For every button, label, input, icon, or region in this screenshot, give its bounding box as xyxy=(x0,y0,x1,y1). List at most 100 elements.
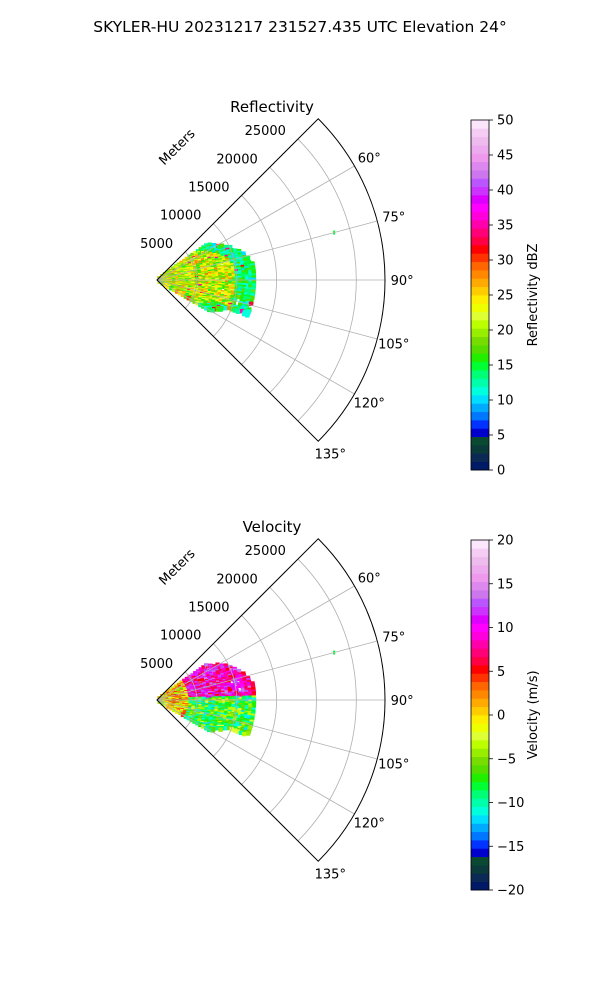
velocity-echo-cell xyxy=(211,704,216,710)
velocity-echo-cell xyxy=(218,692,223,697)
reflectivity-echo-cell xyxy=(213,290,218,295)
velocity-range-tick-label: 10000 xyxy=(160,629,201,644)
velocity-echo-cell xyxy=(236,668,242,674)
reflectivity-echo-cell xyxy=(219,259,224,264)
reflectivity-range-tick-label: 5000 xyxy=(140,237,173,252)
velocity-colorbar: −20 −15 −10 −5 0 5 10 15 20 Velocity (m/s) xyxy=(470,534,541,899)
velocity-colorbar-swatch xyxy=(471,856,489,866)
reflectivity-echo-cell xyxy=(248,271,253,276)
velocity-echo-cell xyxy=(221,699,226,704)
reflectivity-echo-cell xyxy=(228,255,233,260)
reflectivity-echo-cell xyxy=(244,283,250,288)
velocity-colorbar-swatch xyxy=(471,790,489,799)
reflectivity-range-ticks: 5000 10000 15000 20000 25000 xyxy=(140,124,286,252)
reflectivity-echo-cell xyxy=(215,250,221,255)
reflectivity-echo-cell xyxy=(221,270,226,275)
velocity-azimuth-ticks: 60° 75° 90° 105° 120° 135° xyxy=(315,571,414,882)
reflectivity-colorbar-swatch xyxy=(471,303,489,313)
reflectivity-azimuth-ticks: 60° 75° 90° 105° 120° 135° xyxy=(315,151,414,462)
velocity-colorbar-swatch xyxy=(471,631,489,641)
reflectivity-azimuth-tick-label: 120° xyxy=(354,397,385,412)
velocity-colorbar-swatch xyxy=(471,806,489,816)
velocity-echo-cell xyxy=(211,691,216,697)
reflectivity-colorbar-swatch xyxy=(471,128,489,138)
reflectivity-colorbar-swatch xyxy=(471,403,489,413)
velocity-colorbar-swatch xyxy=(471,723,489,733)
velocity-echo-cell xyxy=(210,667,215,672)
velocity-panel: Velocity 5000 10000 15000 20000 25000 60° 75°… xyxy=(140,518,541,899)
velocity-echo-cell xyxy=(243,714,248,719)
velocity-echo-cell xyxy=(230,713,235,718)
velocity-colorbar-swatch xyxy=(471,740,489,749)
reflectivity-echo-cell xyxy=(240,292,245,297)
velocity-colorbar-tick-label: 10 xyxy=(497,621,514,636)
velocity-colorbar-swatch xyxy=(471,681,489,691)
reflectivity-colorbar-swatch xyxy=(471,395,489,404)
reflectivity-echo-cell xyxy=(227,285,233,290)
reflectivity-echo-cell xyxy=(238,254,243,259)
reflectivity-echo-cell xyxy=(214,287,219,292)
velocity-colorbar-swatch xyxy=(471,623,489,633)
reflectivity-colorbar-tick-label: 15 xyxy=(497,359,514,374)
reflectivity-colorbar-swatch xyxy=(471,411,489,421)
reflectivity-colorbar-label: Reflectivity dBZ xyxy=(526,244,541,347)
velocity-colorbar-swatch xyxy=(471,756,489,766)
velocity-echo-cell xyxy=(235,676,240,682)
reflectivity-colorbar-swatch xyxy=(471,161,489,171)
velocity-colorbar-swatch xyxy=(471,815,489,824)
reflectivity-echo-cell xyxy=(213,292,218,297)
reflectivity-echo-cell xyxy=(238,279,243,284)
reflectivity-echo-cell xyxy=(213,245,218,250)
velocity-echo-cell xyxy=(232,728,237,733)
reflectivity-grid xyxy=(156,118,385,442)
reflectivity-echo-cell xyxy=(221,279,226,284)
reflectivity-range-tick-label: 25000 xyxy=(245,124,286,139)
reflectivity-echo-cell xyxy=(248,301,254,306)
reflectivity-echo-cell xyxy=(217,246,222,251)
reflectivity-range-tick-label: 20000 xyxy=(216,152,257,167)
reflectivity-azimuth-spoke xyxy=(156,279,355,395)
velocity-colorbar-swatch xyxy=(471,698,489,708)
velocity-colorbar-swatch xyxy=(471,665,489,674)
reflectivity-echo-cell xyxy=(226,292,232,298)
velocity-echo-cell xyxy=(234,685,239,691)
velocity-colorbar-swatch xyxy=(471,748,489,758)
velocity-echo-cell xyxy=(234,705,239,711)
velocity-azimuth-spoke xyxy=(156,699,355,815)
velocity-colorbar-swatch xyxy=(471,606,489,616)
reflectivity-colorbar-swatch xyxy=(471,220,489,229)
velocity-azimuth-spoke xyxy=(156,640,378,701)
velocity-range-tick-label: 20000 xyxy=(216,572,257,587)
velocity-azimuth-tick-label: 105° xyxy=(378,757,409,772)
velocity-echo-cell xyxy=(217,687,222,692)
velocity-echo-cell xyxy=(233,680,238,686)
reflectivity-colorbar-swatch xyxy=(471,211,489,221)
velocity-colorbar-tick-label: 0 xyxy=(497,709,505,724)
velocity-echo-cell xyxy=(241,701,246,706)
reflectivity-echo-cell xyxy=(190,267,195,273)
reflectivity-echo-cell xyxy=(214,267,219,272)
velocity-echo-cell xyxy=(214,701,220,706)
reflectivity-colorbar-swatch xyxy=(471,453,489,463)
reflectivity-echo-cell xyxy=(245,300,250,306)
velocity-colorbar-tick-label: 15 xyxy=(497,577,514,592)
velocity-echo-cell xyxy=(226,725,231,731)
reflectivity-echo-cell xyxy=(214,307,220,312)
reflectivity-echo-cell xyxy=(219,243,225,248)
reflectivity-colorbar-swatch xyxy=(471,261,489,271)
velocity-colorbar-swatch xyxy=(471,781,489,791)
reflectivity-echo-cell xyxy=(232,308,237,313)
reflectivity-colorbar-tick-label: 35 xyxy=(497,219,514,234)
reflectivity-echo-cell xyxy=(246,259,252,265)
reflectivity-radial-label: Meters xyxy=(157,126,199,168)
reflectivity-echo-cell xyxy=(214,272,220,277)
velocity-colorbar-swatch xyxy=(471,873,489,883)
reflectivity-colorbar-swatch xyxy=(471,320,489,329)
velocity-echo-cell xyxy=(219,681,224,686)
reflectivity-colorbar-swatch xyxy=(471,386,489,396)
reflectivity-title: Reflectivity xyxy=(230,98,314,116)
velocity-colorbar-swatch xyxy=(471,706,489,716)
reflectivity-azimuth-spoke xyxy=(156,165,355,281)
reflectivity-echo-cell xyxy=(235,279,240,284)
